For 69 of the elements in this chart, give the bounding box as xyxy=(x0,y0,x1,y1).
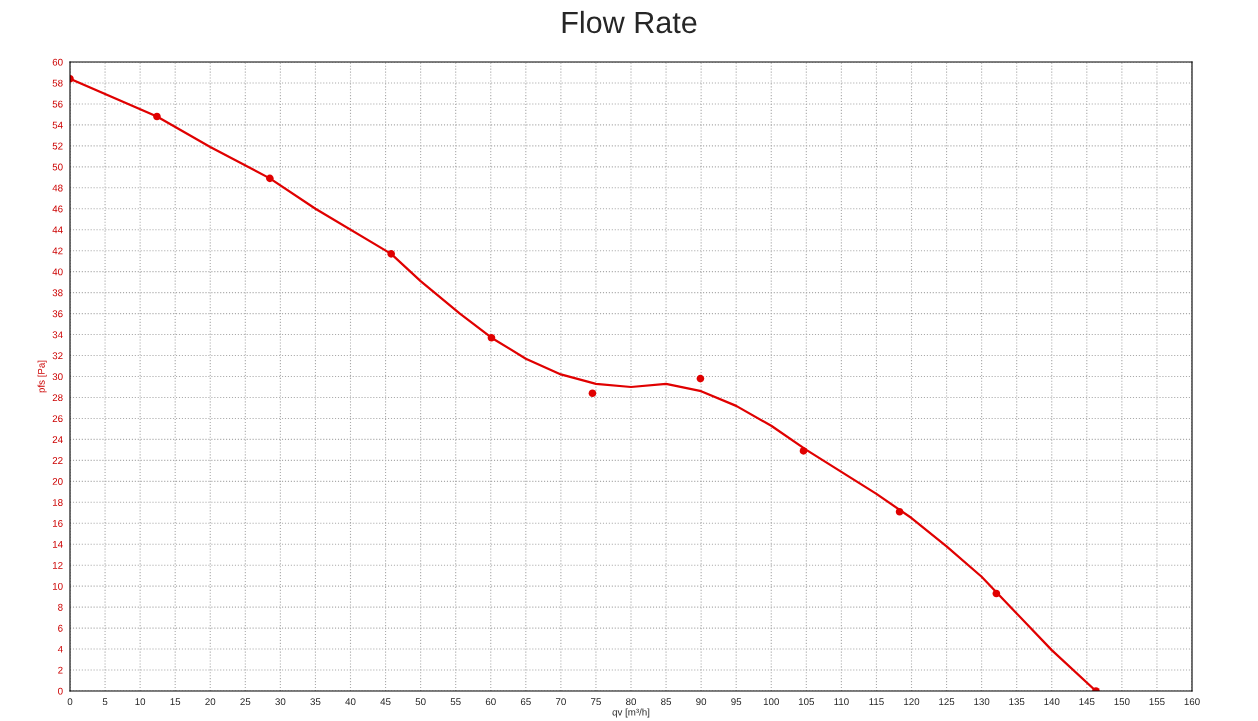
y-tick-label: 16 xyxy=(52,520,63,527)
y-tick-label: 6 xyxy=(58,624,63,632)
y-tick-label: 28 xyxy=(52,394,63,402)
x-tick-label: 150 xyxy=(1114,698,1130,706)
chart-title: Flow Rate xyxy=(562,10,697,34)
y-tick-label: 18 xyxy=(52,499,63,506)
y-tick-label: 2 xyxy=(58,666,63,674)
y-tick-label: 14 xyxy=(52,541,63,548)
x-tick-label: 30 xyxy=(275,698,286,706)
y-tick-label: 10 xyxy=(52,582,63,590)
x-tick-label: 125 xyxy=(939,698,955,706)
x-tick-label: 75 xyxy=(591,698,601,706)
x-tick-label: 135 xyxy=(1009,698,1025,706)
x-tick-label: 115 xyxy=(869,698,884,706)
y-tick-label: 26 xyxy=(52,415,63,423)
x-tick-label: 15 xyxy=(170,698,181,706)
x-tick-label: 40 xyxy=(345,698,356,706)
x-tick-label: 25 xyxy=(240,698,251,706)
x-tick-label: 0 xyxy=(67,698,73,706)
x-tick-label: 70 xyxy=(555,698,566,706)
x-tick-label: 130 xyxy=(974,698,990,706)
y-tick-label: 30 xyxy=(52,373,63,381)
y-tick-label: 42 xyxy=(52,247,63,255)
y-tick-label: 40 xyxy=(52,268,63,276)
y-tick-label: 34 xyxy=(52,331,63,339)
x-tick-label: 95 xyxy=(731,698,742,706)
y-tick-label: 58 xyxy=(52,79,63,87)
x-axis-title: qv [m³/h] xyxy=(612,708,650,718)
x-tick-label: 55 xyxy=(450,698,461,706)
x-tick-label: 100 xyxy=(763,698,779,706)
x-tick-label: 85 xyxy=(661,698,672,706)
y-tick-label: 56 xyxy=(52,100,63,108)
y-tick-label: 8 xyxy=(58,603,63,611)
y-tick-label: 24 xyxy=(52,436,63,443)
x-tick-label: 20 xyxy=(205,698,216,706)
x-tick-label: 145 xyxy=(1079,698,1095,706)
x-tick-label: 80 xyxy=(626,698,637,706)
x-tick-label: 155 xyxy=(1149,698,1165,706)
x-tick-label: 140 xyxy=(1044,698,1060,706)
y-tick-label: 0 xyxy=(58,687,63,695)
x-tick-label: 65 xyxy=(520,698,531,706)
y-tick-label: 38 xyxy=(52,289,63,297)
x-tick-label: 45 xyxy=(380,698,391,706)
y-tick-label: 22 xyxy=(52,457,63,464)
y-tick-label: 12 xyxy=(52,561,63,569)
x-tick-label: 50 xyxy=(415,698,426,706)
y-tick-label: 20 xyxy=(52,478,63,485)
x-tick-label: 5 xyxy=(102,698,108,706)
y-axis-title: pfs [Pa] xyxy=(37,360,47,393)
y-tick-label: 54 xyxy=(52,121,63,129)
x-tick-label: 10 xyxy=(135,698,146,706)
x-tick-label: 90 xyxy=(696,698,707,706)
x-tick-label: 35 xyxy=(310,698,321,706)
y-tick-label: 50 xyxy=(52,163,63,171)
point xyxy=(588,389,597,398)
y-tick-label: 44 xyxy=(52,226,63,234)
y-tick-label: 32 xyxy=(52,352,63,360)
y-tick-label: 36 xyxy=(52,310,63,318)
x-tick-label: 160 xyxy=(1184,698,1200,706)
x-tick-label: 105 xyxy=(798,698,815,706)
y-tick-label: 4 xyxy=(57,645,63,653)
y-tick-label: 46 xyxy=(52,205,63,213)
x-tick-label: 120 xyxy=(904,698,920,706)
y-tick-label: 52 xyxy=(52,142,63,150)
point xyxy=(696,374,705,383)
y-tick-label: 60 xyxy=(52,58,63,66)
x-tick-label: 60 xyxy=(485,698,496,706)
y-tick-label: 48 xyxy=(52,184,63,192)
x-tick-label: 110 xyxy=(834,698,849,706)
